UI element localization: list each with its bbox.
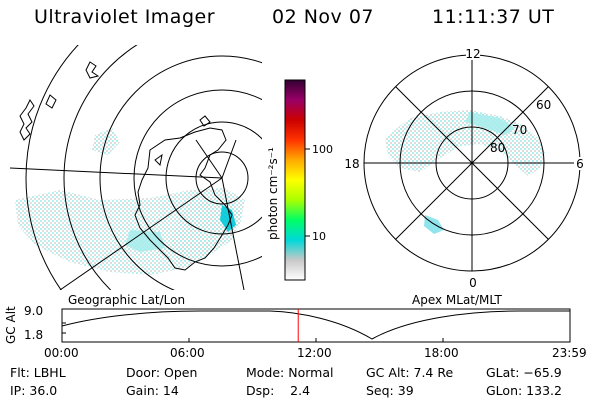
mode-readout: Mode: Normal <box>246 365 334 380</box>
seq-readout: Seq: 39 <box>366 383 414 398</box>
altitude-plot <box>61 308 571 343</box>
apex-polar-plot: 12 18 6 0 60 70 80 <box>341 47 586 290</box>
colorbar-scale <box>284 79 306 281</box>
mlt-label-6: 6 <box>576 157 584 171</box>
geo-latitude-circles <box>25 45 262 290</box>
date-label: 02 Nov 07 <box>272 6 375 28</box>
mlat-label-60: 60 <box>536 98 551 112</box>
colorbar-unit-label: photon cm⁻²s⁻¹ <box>266 147 280 240</box>
altitude-x-ticks <box>188 338 444 342</box>
apex-mlt-lines <box>364 55 580 271</box>
filter-readout: Flt: LBHL <box>10 365 66 380</box>
door-readout: Door: Open <box>126 365 198 380</box>
glat-readout: GLat: −65.9 <box>486 365 562 380</box>
altitude-xtick-18: 18:00 <box>424 346 459 360</box>
glon-readout: GLon: 133.2 <box>486 383 562 398</box>
mlt-label-18: 18 <box>344 157 359 171</box>
geo-coastlines <box>19 61 233 271</box>
dsp-readout: Dsp: 2.4 <box>246 383 311 398</box>
geo-panel-label: Geographic Lat/Lon <box>68 293 186 307</box>
mlt-label-12: 12 <box>465 47 480 61</box>
altitude-ytick-9: 9.0 <box>24 304 44 318</box>
mlat-label-80: 80 <box>490 141 505 155</box>
altitude-xtick-12: 12:00 <box>297 346 332 360</box>
mlt-label-0: 0 <box>469 276 477 290</box>
altitude-xtick-00: 00:00 <box>44 346 79 360</box>
instrument-title: Ultraviolet Imager <box>34 6 216 28</box>
gain-readout: Gain: 14 <box>126 383 179 398</box>
gc-alt-readout: GC Alt: 7.4 Re <box>366 365 454 380</box>
altitude-curve <box>61 310 570 340</box>
colorbar-tick-label-100: 100 <box>312 143 333 156</box>
mlat-label-70: 70 <box>512 123 527 137</box>
altitude-xtick-2359: 23:59 <box>552 346 587 360</box>
geographic-map <box>10 45 262 290</box>
altitude-xtick-06: 06:00 <box>170 346 205 360</box>
geo-meridians <box>10 139 245 290</box>
ip-readout: IP: 36.0 <box>10 383 58 398</box>
altitude-ylabel: GC Alt <box>4 306 18 344</box>
time-label: 11:11:37 UT <box>432 6 555 28</box>
colorbar-tick-label-10: 10 <box>312 230 326 243</box>
altitude-ytick-1-8: 1.8 <box>24 328 44 342</box>
colorbar: 100 10 photon cm⁻²s⁻¹ <box>266 79 333 281</box>
apex-panel-label: Apex MLat/MLT <box>412 293 502 307</box>
